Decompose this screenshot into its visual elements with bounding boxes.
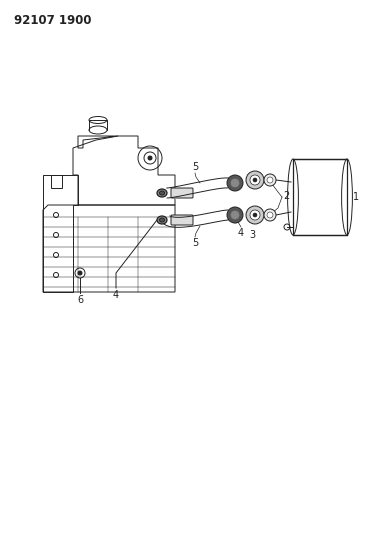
Circle shape [250,175,260,185]
Circle shape [227,175,243,191]
Circle shape [246,206,264,224]
Text: 2: 2 [283,191,289,201]
Circle shape [227,207,243,223]
Ellipse shape [159,191,165,195]
Text: 5: 5 [192,162,198,172]
Circle shape [264,174,276,186]
Ellipse shape [159,218,165,222]
Text: 5: 5 [192,238,198,248]
Circle shape [231,211,239,219]
Circle shape [246,171,264,189]
Circle shape [253,213,257,217]
Ellipse shape [157,189,167,197]
Text: 1: 1 [353,192,359,202]
Text: 4: 4 [238,228,244,238]
FancyBboxPatch shape [171,215,193,225]
Circle shape [264,209,276,221]
Circle shape [267,177,273,183]
Text: 4: 4 [113,290,119,300]
Text: 6: 6 [77,295,83,305]
Ellipse shape [172,190,188,200]
Text: 92107 1900: 92107 1900 [14,14,91,27]
Circle shape [148,156,152,160]
Circle shape [250,210,260,220]
Text: 3: 3 [249,230,255,240]
Circle shape [267,212,273,218]
Ellipse shape [157,216,167,224]
Circle shape [78,271,82,275]
Circle shape [253,178,257,182]
FancyBboxPatch shape [171,188,193,198]
Circle shape [231,179,239,187]
